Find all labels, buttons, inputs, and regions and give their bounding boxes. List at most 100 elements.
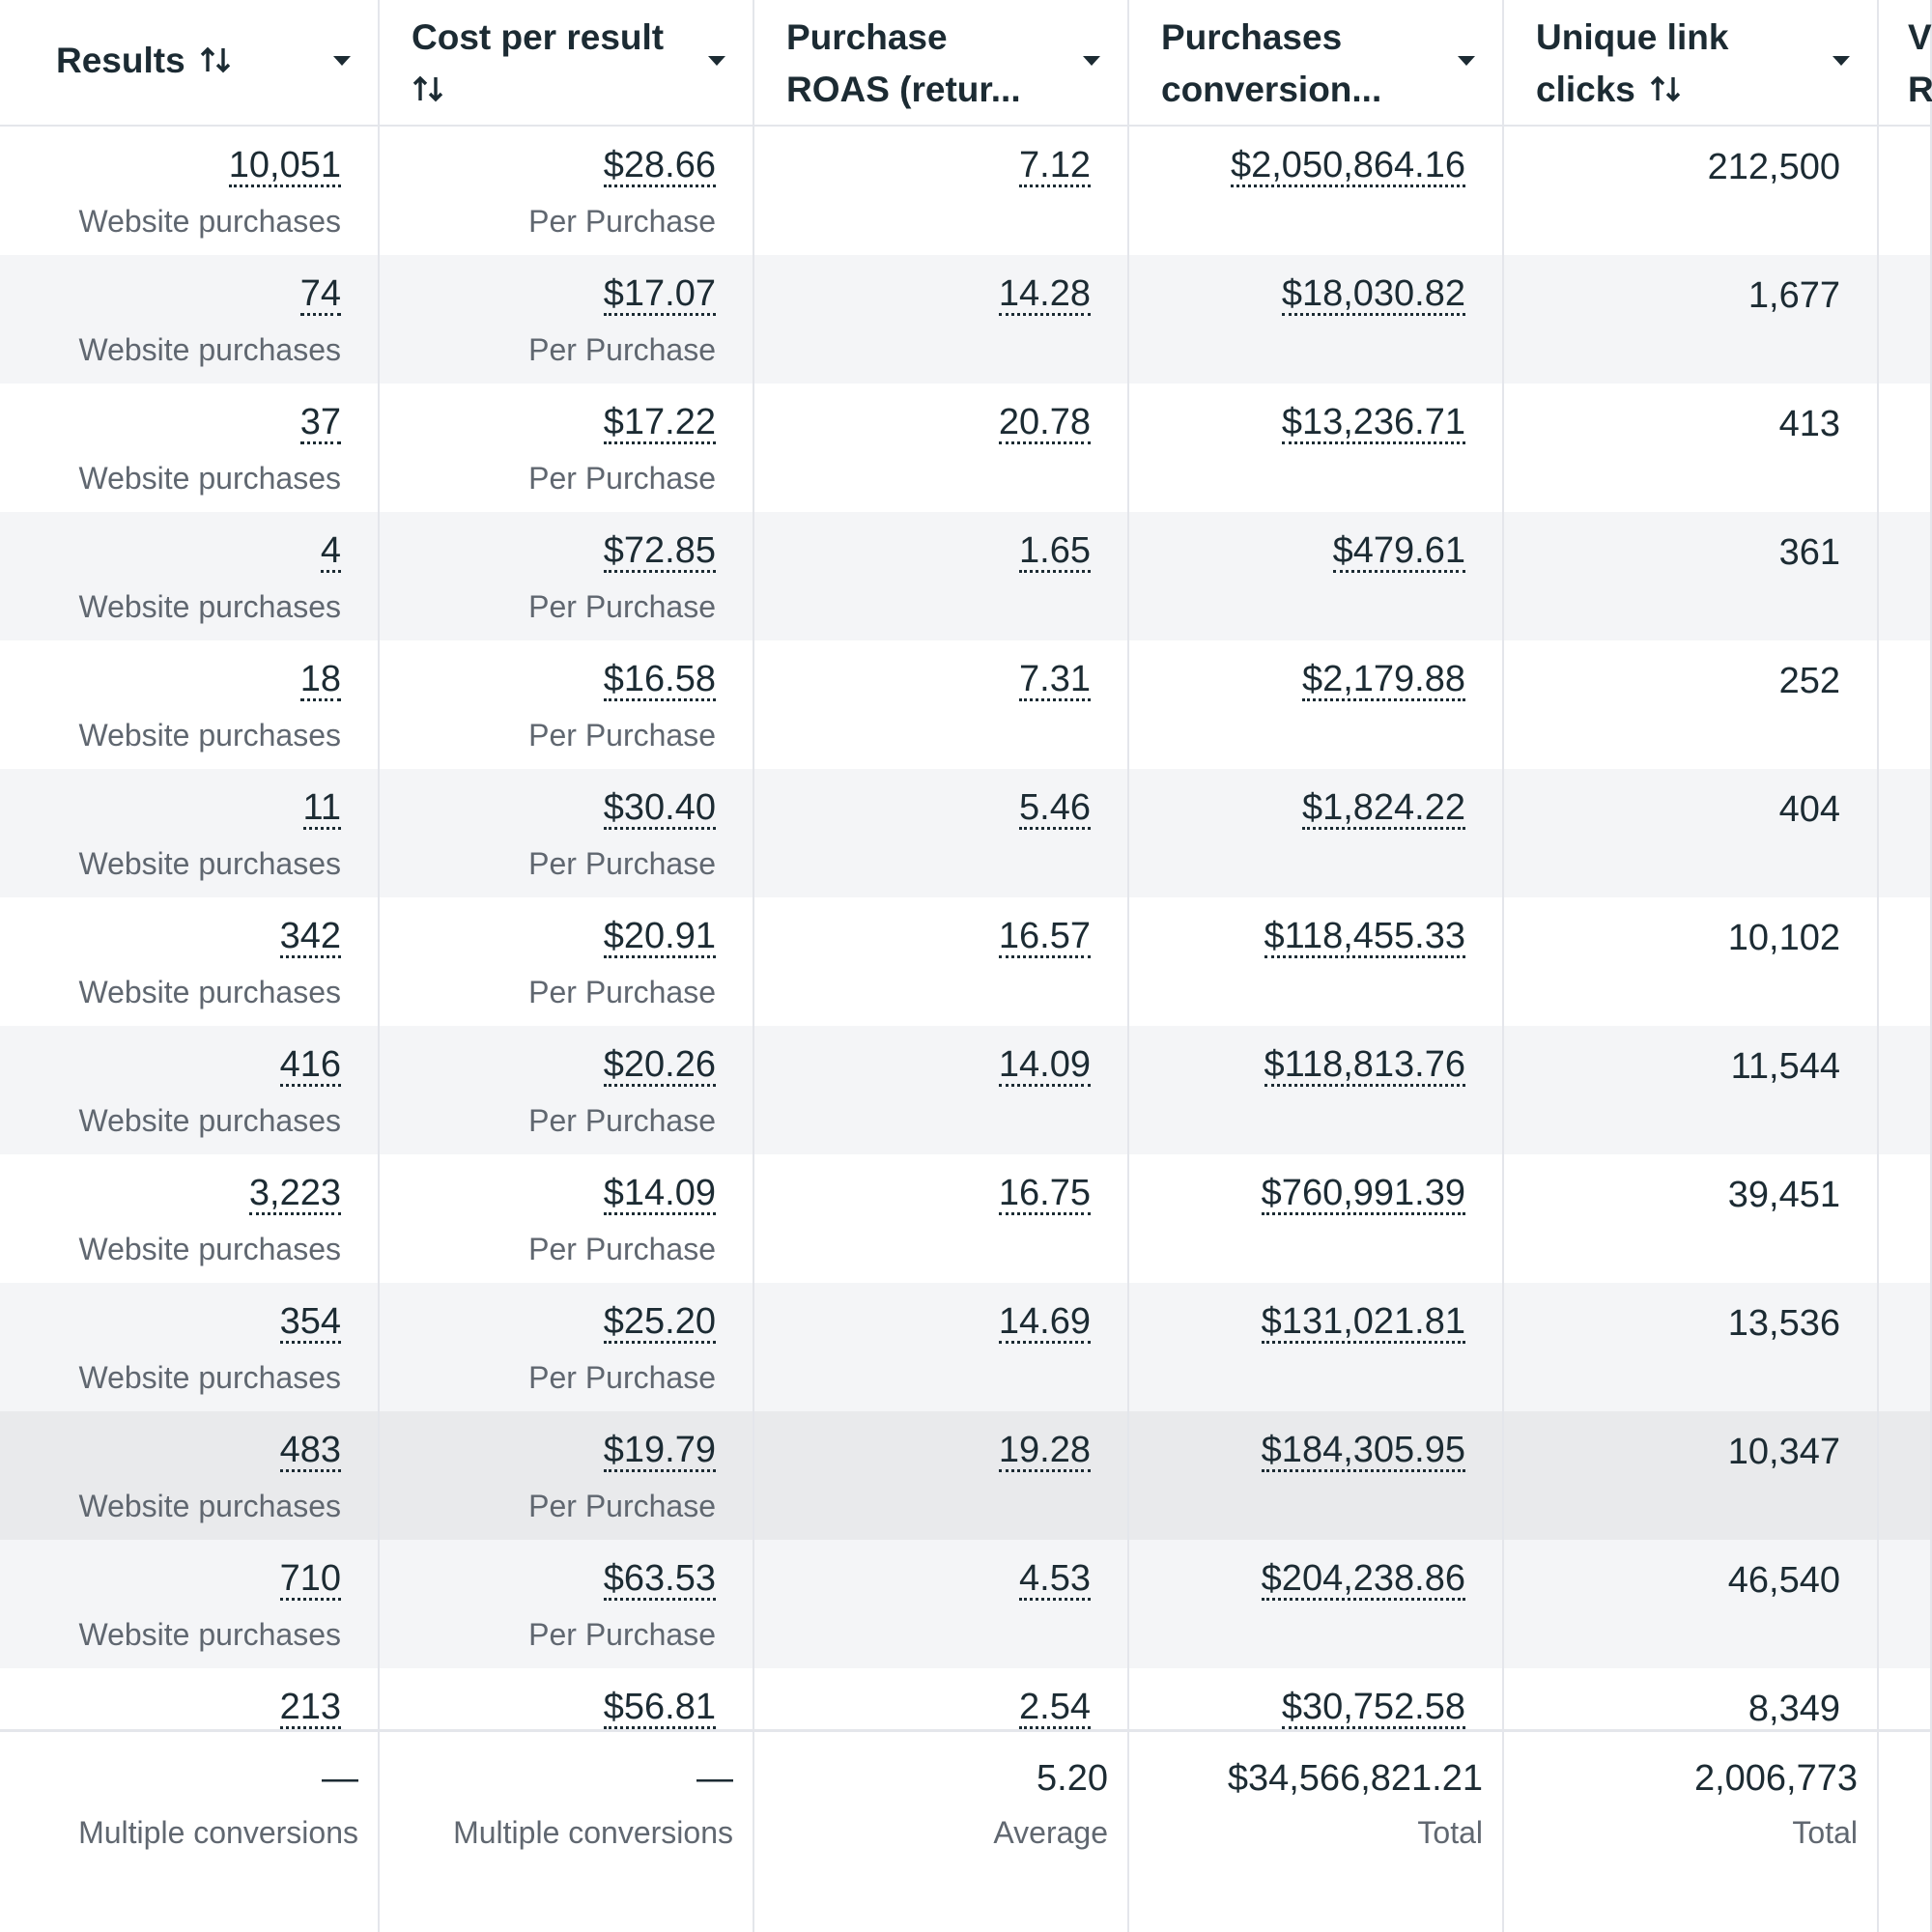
header-text: R bbox=[1908, 70, 1932, 109]
table-cell bbox=[1879, 512, 1932, 640]
column-header[interactable]: Cost per result bbox=[380, 0, 754, 127]
cell-value[interactable]: 74 bbox=[299, 273, 341, 316]
cell-value[interactable]: 483 bbox=[279, 1430, 341, 1472]
header-label: ROAS (retur... bbox=[786, 64, 1112, 116]
cell-value[interactable]: $72.85 bbox=[603, 530, 716, 573]
table-cell: 354 Website purchases bbox=[0, 1283, 380, 1411]
cell-value[interactable]: $28.66 bbox=[603, 145, 716, 187]
table-row[interactable]: 37 Website purchases $17.22 Per Purchase 20.… bbox=[0, 384, 1932, 512]
cell-value[interactable]: $118,813.76 bbox=[1264, 1044, 1465, 1087]
table-cell: 16.57 bbox=[754, 897, 1129, 1026]
cell-value[interactable]: 213 bbox=[279, 1687, 341, 1729]
column-header[interactable]: Purchase ROAS (retur... bbox=[754, 0, 1129, 127]
cell-value[interactable]: 5.46 bbox=[1019, 787, 1091, 830]
table-cell: 8,349 bbox=[1504, 1668, 1879, 1729]
cell-value[interactable]: 14.28 bbox=[998, 273, 1091, 316]
cell-value[interactable]: $13,236.71 bbox=[1281, 402, 1465, 444]
table-row[interactable]: 213 $56.81 2.54 $30,752.58 8,349 bbox=[0, 1668, 1932, 1729]
table-cell: 483 Website purchases bbox=[0, 1411, 380, 1540]
cell-value[interactable]: 4 bbox=[320, 530, 341, 573]
table-row[interactable]: 11 Website purchases $30.40 Per Purchase 5.4… bbox=[0, 769, 1932, 897]
table-row[interactable]: 342 Website purchases $20.91 Per Purchase 16… bbox=[0, 897, 1932, 1026]
table-row[interactable]: 74 Website purchases $17.07 Per Purchase 14.… bbox=[0, 255, 1932, 384]
table-cell: 416 Website purchases bbox=[0, 1026, 380, 1154]
table-row[interactable]: 18 Website purchases $16.58 Per Purchase 7.3… bbox=[0, 640, 1932, 769]
cell-value[interactable]: $2,179.88 bbox=[1301, 659, 1465, 701]
cell-value[interactable]: 14.09 bbox=[998, 1044, 1091, 1087]
table-row[interactable]: 710 Website purchases $63.53 Per Purchase 4.… bbox=[0, 1540, 1932, 1668]
table-cell: 19.28 bbox=[754, 1411, 1129, 1540]
cell-value[interactable]: $19.79 bbox=[603, 1430, 716, 1472]
cell-label: Website purchases bbox=[78, 718, 341, 753]
cell-value[interactable]: $17.07 bbox=[603, 273, 716, 316]
table-cell bbox=[1879, 1283, 1932, 1411]
cell-value[interactable]: $14.09 bbox=[603, 1173, 716, 1215]
cell-value[interactable]: 710 bbox=[279, 1558, 341, 1601]
table-row[interactable]: 4 Website purchases $72.85 Per Purchase 1.65… bbox=[0, 512, 1932, 640]
table-row[interactable]: 10,051 Website purchases $28.66 Per Purchas… bbox=[0, 127, 1932, 255]
cell-value[interactable]: $118,455.33 bbox=[1264, 916, 1465, 958]
column-header[interactable]: Results bbox=[0, 0, 380, 127]
sort-icon[interactable] bbox=[1649, 66, 1682, 118]
cell-value[interactable]: 10,051 bbox=[228, 145, 341, 187]
dropdown-caret[interactable] bbox=[333, 56, 351, 66]
cell-value[interactable]: $131,021.81 bbox=[1261, 1301, 1465, 1344]
cell-value[interactable]: 14.69 bbox=[998, 1301, 1091, 1344]
cell-value[interactable]: $760,991.39 bbox=[1261, 1173, 1465, 1215]
cell-value[interactable]: 16.57 bbox=[998, 916, 1091, 958]
dropdown-caret[interactable] bbox=[1833, 56, 1850, 66]
cell-value[interactable]: 20.78 bbox=[998, 402, 1091, 444]
cell-value[interactable]: $20.26 bbox=[603, 1044, 716, 1087]
cell-value[interactable]: 7.12 bbox=[1019, 145, 1091, 187]
summary-value: 2,006,773 bbox=[1693, 1758, 1858, 1799]
cell-value[interactable]: $63.53 bbox=[603, 1558, 716, 1601]
table-row[interactable]: 483 Website purchases $19.79 Per Purchase 19… bbox=[0, 1411, 1932, 1540]
cell-value[interactable]: $18,030.82 bbox=[1281, 273, 1465, 316]
cell-value[interactable]: $56.81 bbox=[603, 1687, 716, 1729]
cell-value[interactable]: $204,238.86 bbox=[1261, 1558, 1465, 1601]
header-label: conversion... bbox=[1161, 64, 1487, 116]
sort-icon[interactable] bbox=[199, 37, 232, 89]
cell-value[interactable]: 18 bbox=[299, 659, 341, 701]
cell-value[interactable]: $20.91 bbox=[603, 916, 716, 958]
table-cell: $28.66 Per Purchase bbox=[380, 127, 754, 255]
column-header[interactable]: Purchases conversion... bbox=[1129, 0, 1504, 127]
cell-value[interactable]: $30.40 bbox=[603, 787, 716, 830]
cell-value[interactable]: 16.75 bbox=[998, 1173, 1091, 1215]
table-row[interactable]: 3,223 Website purchases $14.09 Per Purchase… bbox=[0, 1154, 1932, 1283]
column-header[interactable]: Unique link clicks bbox=[1504, 0, 1879, 127]
cell-value[interactable]: 354 bbox=[279, 1301, 341, 1344]
cell-value[interactable]: 11 bbox=[302, 787, 341, 830]
sort-icon[interactable] bbox=[412, 66, 444, 118]
table-cell: 7.12 bbox=[754, 127, 1129, 255]
cell-value[interactable]: 4.53 bbox=[1019, 1558, 1091, 1601]
cell-label: Per Purchase bbox=[528, 1489, 716, 1523]
cell-value[interactable]: $30,752.58 bbox=[1281, 1687, 1465, 1729]
table-cell: $18,030.82 bbox=[1129, 255, 1504, 384]
cell-value[interactable]: $17.22 bbox=[603, 402, 716, 444]
cell-value[interactable]: 7.31 bbox=[1019, 659, 1091, 701]
cell-value[interactable]: 2.54 bbox=[1019, 1687, 1091, 1729]
cell-value[interactable]: 1.65 bbox=[1019, 530, 1091, 573]
cell-value[interactable]: $16.58 bbox=[603, 659, 716, 701]
cell-value[interactable]: 3,223 bbox=[248, 1173, 341, 1215]
dropdown-caret[interactable] bbox=[1458, 56, 1475, 66]
table-row[interactable]: 416 Website purchases $20.26 Per Purchase 14… bbox=[0, 1026, 1932, 1154]
summary-label: Total bbox=[1417, 1815, 1483, 1850]
cell-value[interactable]: $184,305.95 bbox=[1261, 1430, 1465, 1472]
cell-value[interactable]: 416 bbox=[279, 1044, 341, 1087]
cell-value[interactable]: 37 bbox=[299, 402, 341, 444]
table-row[interactable]: 354 Website purchases $25.20 Per Purchase 14… bbox=[0, 1283, 1932, 1411]
dropdown-caret[interactable] bbox=[708, 56, 725, 66]
cell-value[interactable]: $1,824.22 bbox=[1301, 787, 1465, 830]
dropdown-caret[interactable] bbox=[1083, 56, 1100, 66]
table-cell: $63.53 Per Purchase bbox=[380, 1540, 754, 1668]
cell-value[interactable]: $25.20 bbox=[603, 1301, 716, 1344]
header-label: R bbox=[1908, 64, 1932, 116]
cell-value[interactable]: 342 bbox=[279, 916, 341, 958]
table-cell: 1,677 bbox=[1504, 255, 1879, 384]
cell-value[interactable]: $2,050,864.16 bbox=[1230, 145, 1465, 187]
cell-value[interactable]: 19.28 bbox=[998, 1430, 1091, 1472]
cell-value[interactable]: $479.61 bbox=[1332, 530, 1465, 573]
